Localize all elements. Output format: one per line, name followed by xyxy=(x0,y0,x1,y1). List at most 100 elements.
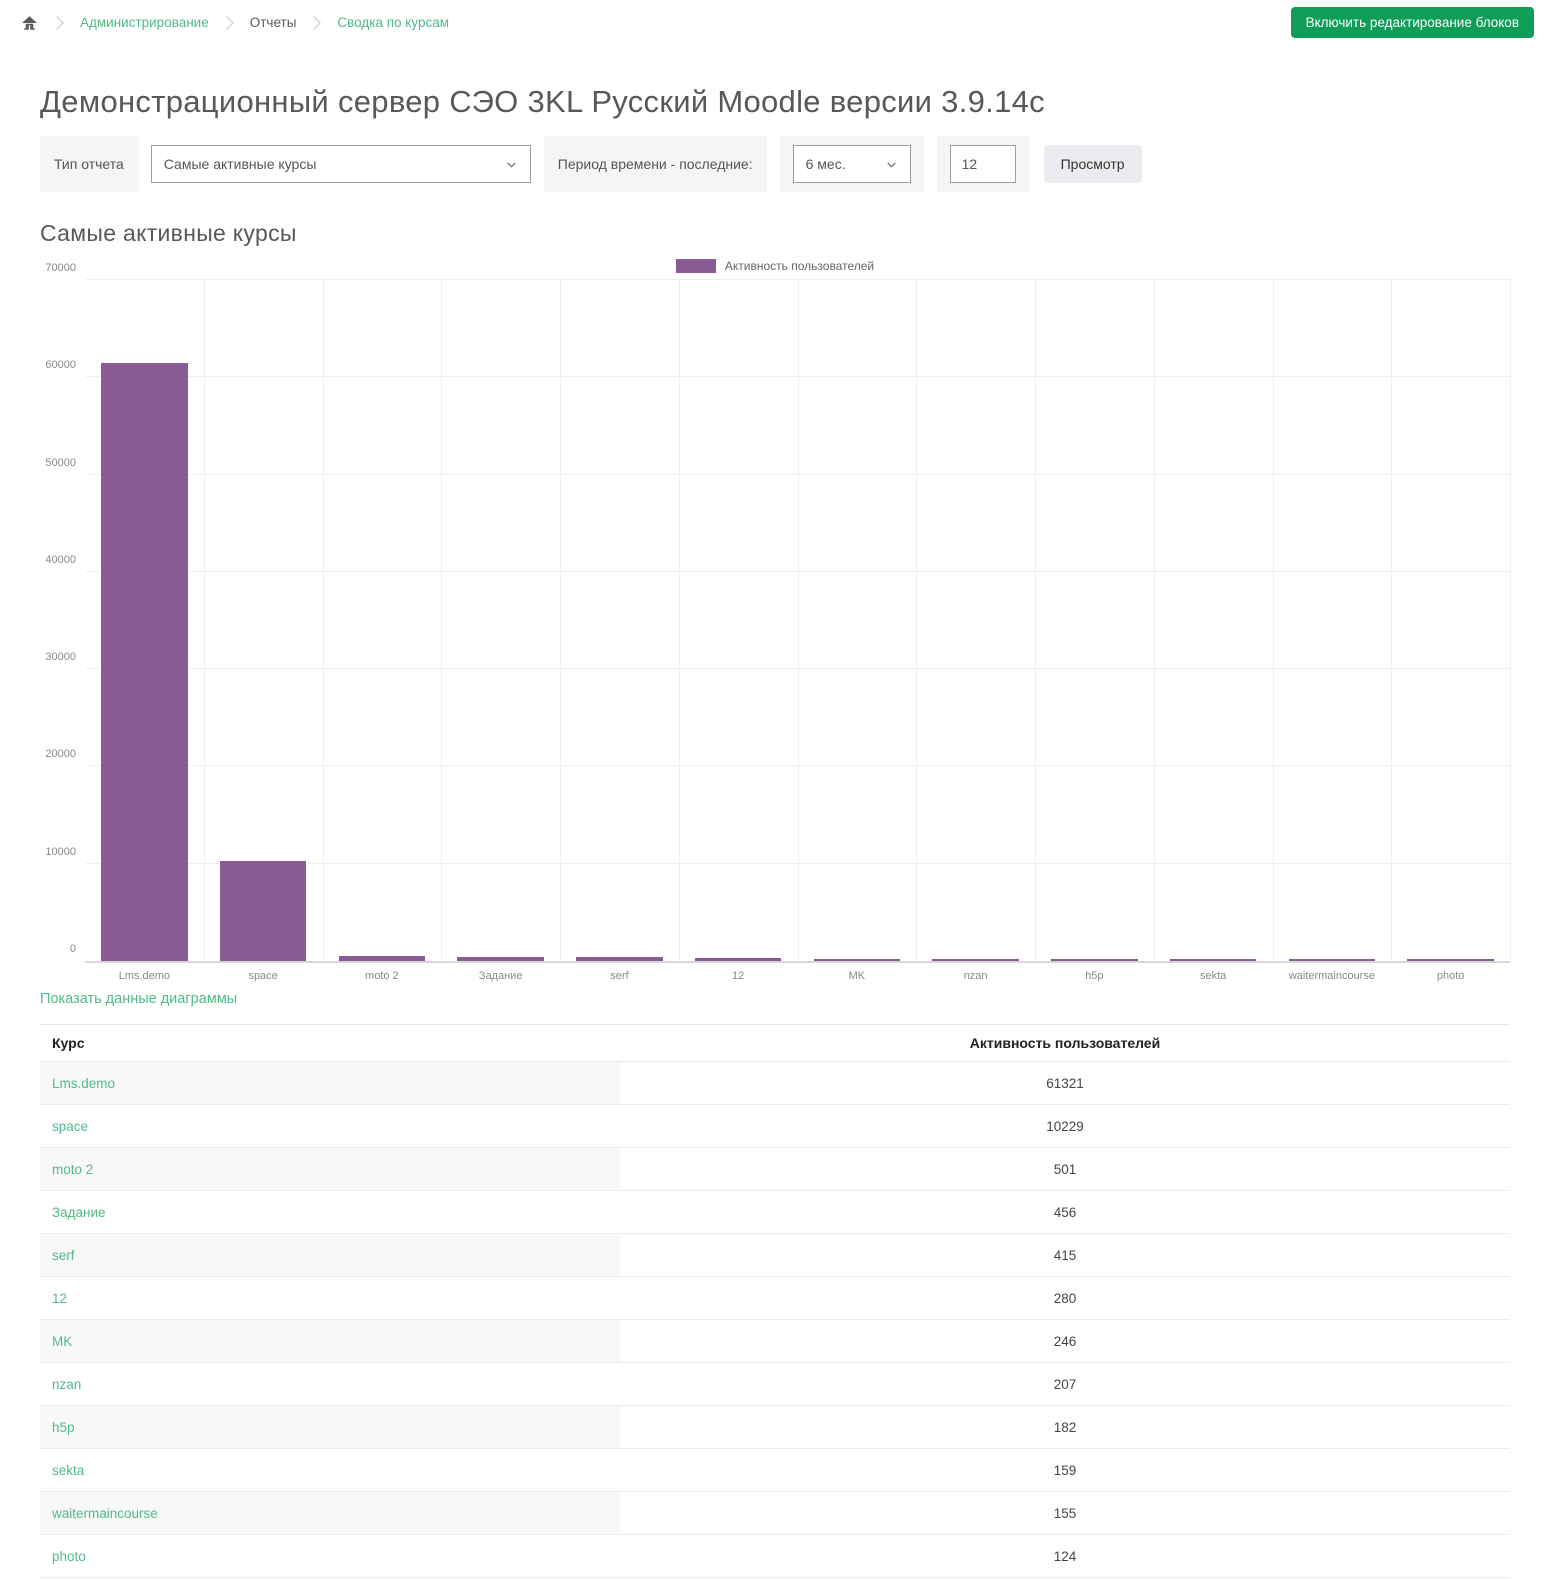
report-type-label: Тип отчета xyxy=(40,136,138,192)
show-chart-data-link[interactable]: Показать данные диаграммы xyxy=(40,991,238,1007)
bar-space[interactable] xyxy=(219,861,307,961)
y-axis-tick-label: 50000 xyxy=(45,456,76,469)
period-select[interactable]: 6 мес. xyxy=(792,145,911,183)
report-type-select[interactable]: Самые активные курсы xyxy=(150,145,531,183)
legend-swatch xyxy=(675,259,716,273)
course-cell: space xyxy=(40,1105,620,1147)
course-link[interactable]: Lms.demo xyxy=(52,1075,116,1091)
y-axis-tick-label: 20000 xyxy=(45,748,76,761)
chevron-right-icon xyxy=(221,13,238,33)
activity-value-cell: 182 xyxy=(1053,1419,1077,1435)
course-cell: MK xyxy=(40,1320,620,1362)
table-row: sekta 159 xyxy=(40,1449,1510,1492)
bar-nzan[interactable] xyxy=(932,959,1019,961)
course-link[interactable]: photo xyxy=(52,1548,86,1564)
breadcrumb: Администрирование Отчеты Сводка по курсам xyxy=(20,13,449,33)
table-row: serf 415 xyxy=(40,1234,1510,1277)
count-input[interactable] xyxy=(949,145,1016,183)
course-link[interactable]: MK xyxy=(52,1333,73,1349)
course-link[interactable]: space xyxy=(52,1118,89,1134)
table-row: space 10229 xyxy=(40,1105,1510,1148)
y-axis-tick-label: 30000 xyxy=(45,651,76,664)
table-row: photo 124 xyxy=(40,1535,1510,1578)
course-link[interactable]: sekta xyxy=(52,1462,85,1478)
course-cell: Lms.demo xyxy=(40,1062,620,1104)
course-link[interactable]: h5p xyxy=(52,1419,75,1435)
column-header-course: Курс xyxy=(52,1035,85,1051)
activity-value-cell: 61321 xyxy=(1046,1075,1084,1091)
breadcrumb-item[interactable]: Администрирование xyxy=(80,15,209,30)
activity-value-cell: 207 xyxy=(1053,1376,1077,1392)
course-cell: Задание xyxy=(40,1191,620,1233)
view-button[interactable]: Просмотр xyxy=(1043,145,1142,183)
bar-h5p[interactable] xyxy=(1051,959,1138,961)
period-select-group: 6 мес. xyxy=(779,136,924,192)
activity-value-cell: 456 xyxy=(1053,1204,1077,1220)
x-axis-tick-label: photo xyxy=(1436,970,1465,982)
y-axis-tick-label: 60000 xyxy=(45,359,76,372)
course-link[interactable]: waitermaincourse xyxy=(52,1505,158,1521)
course-cell: sekta xyxy=(40,1449,620,1491)
course-link[interactable]: 12 xyxy=(52,1290,68,1306)
chevron-right-icon xyxy=(51,13,68,33)
bar-waitermaincourse[interactable] xyxy=(1288,959,1376,961)
page-title: Демонстрационный сервер СЭО 3KL Русский … xyxy=(40,84,1045,119)
activity-value-cell: 280 xyxy=(1053,1290,1077,1306)
x-axis-tick-label: 12 xyxy=(732,970,745,982)
x-axis-tick-label: waitermaincourse xyxy=(1288,970,1375,982)
y-gridline xyxy=(85,279,1510,280)
x-axis-tick-label: moto 2 xyxy=(365,970,399,982)
table-row: Задание 456 xyxy=(40,1191,1510,1234)
y-axis-tick-label: 0 xyxy=(69,943,76,955)
x-gridline xyxy=(797,280,799,961)
bar-photo[interactable] xyxy=(1407,959,1494,961)
table-row: MK 246 xyxy=(40,1320,1510,1363)
table-row: moto 2 501 xyxy=(40,1148,1510,1191)
course-link[interactable]: serf xyxy=(52,1247,75,1263)
report-filters: Тип отчета Самые активные курсы Период в… xyxy=(40,136,1508,192)
bar-moto 2[interactable] xyxy=(338,956,426,961)
x-axis-tick-label: Lms.demo xyxy=(118,970,171,982)
period-label: Период времени - последние: xyxy=(543,136,767,192)
report-type-value: Самые активные курсы xyxy=(163,156,317,172)
chart-x-axis-labels: Lms.demo space moto 2 Задание serf 12 MK nzan h5… xyxy=(85,963,1510,982)
chart-plot-area: 0 10000 20000 30000 40000 50000 60000 70000 xyxy=(45,262,1511,963)
x-gridline xyxy=(1391,280,1393,961)
chevron-down-icon xyxy=(505,158,518,171)
y-axis-tick-label: 40000 xyxy=(45,553,76,566)
activity-value-cell: 124 xyxy=(1053,1548,1077,1564)
x-gridline xyxy=(203,280,205,961)
bar-Lms.demo[interactable] xyxy=(101,363,188,961)
x-axis-tick-label: h5p xyxy=(1085,970,1104,982)
course-cell: 12 xyxy=(40,1277,620,1319)
x-axis-tick-label: sekta xyxy=(1199,970,1227,982)
section-title: Самые активные курсы xyxy=(40,220,297,246)
y-axis-tick-label: 70000 xyxy=(45,262,76,274)
x-gridline xyxy=(916,280,918,961)
course-link[interactable]: Задание xyxy=(52,1204,106,1220)
table-row: nzan 207 xyxy=(40,1363,1510,1406)
bar-12[interactable] xyxy=(694,958,782,961)
bar-sekta[interactable] xyxy=(1169,959,1257,961)
course-cell: h5p xyxy=(40,1406,620,1448)
bar-Задание[interactable] xyxy=(457,957,544,961)
bar-MK[interactable] xyxy=(813,959,901,961)
y-axis-tick-label: 10000 xyxy=(45,845,76,858)
activity-value-cell: 415 xyxy=(1053,1247,1077,1263)
home-icon[interactable] xyxy=(20,14,39,32)
x-gridline xyxy=(322,280,324,961)
breadcrumb-item: Отчеты xyxy=(249,15,297,30)
breadcrumb-item[interactable]: Сводка по курсам xyxy=(337,15,449,30)
bar-serf[interactable] xyxy=(576,957,663,961)
x-gridline xyxy=(441,280,443,961)
column-header-activity: Активность пользователей xyxy=(969,1035,1161,1051)
course-link[interactable]: moto 2 xyxy=(52,1161,94,1177)
table-row: h5p 182 xyxy=(40,1406,1510,1449)
table-body: Lms.demo 61321 space 10229 moto 2 501 Задание 4… xyxy=(40,1062,1510,1578)
blocks-editing-button[interactable]: Включить редактирование блоков xyxy=(1290,7,1534,38)
course-cell: waitermaincourse xyxy=(40,1492,620,1534)
course-link[interactable]: nzan xyxy=(52,1376,82,1392)
table-header-row: Курс Активность пользователей xyxy=(40,1024,1510,1062)
x-gridline xyxy=(1035,280,1036,961)
table-row: 12 280 xyxy=(40,1277,1510,1320)
